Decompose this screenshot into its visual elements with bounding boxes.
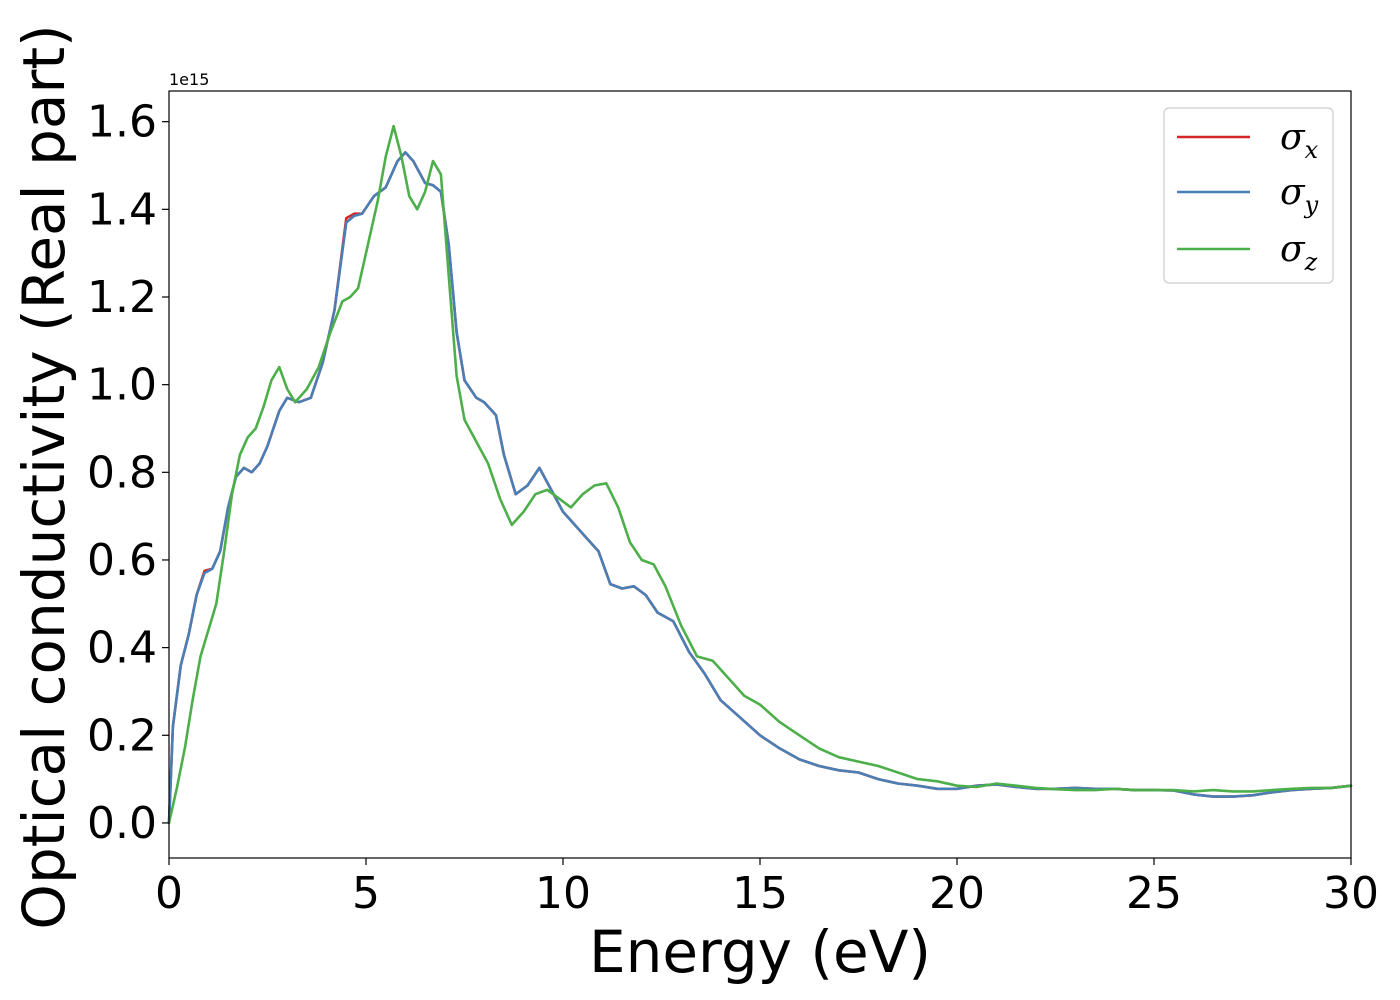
legend-entries: σx σy σz	[1177, 117, 1319, 276]
y-tick-label: 0.0	[87, 798, 157, 849]
x-axis: 0 5 10 15 20 25 30	[155, 858, 1379, 919]
y-offset-label: 1e15	[169, 70, 209, 89]
legend-label-y: σy	[1280, 172, 1319, 219]
series-layer	[167, 124, 1353, 825]
x-tick-label: 0	[155, 868, 183, 919]
y-tick-label: 1.2	[87, 272, 157, 323]
y-tick-label: 1.4	[87, 184, 157, 235]
x-tick-label: 15	[732, 868, 788, 919]
x-tick-label: 30	[1323, 868, 1379, 919]
series-line-z	[167, 124, 1353, 825]
y-tick-label: 0.6	[87, 535, 157, 586]
x-tick-label: 20	[929, 868, 985, 919]
x-tick-label: 5	[352, 868, 380, 919]
legend-label-x: σx	[1280, 117, 1319, 164]
x-tick-label: 25	[1126, 868, 1182, 919]
series-line-y	[167, 151, 1353, 825]
legend: σx σy σz	[1163, 107, 1334, 284]
x-tick-label: 10	[535, 868, 591, 919]
y-axis: 0.0 0.2 0.4 0.6 0.8 1.0 1.2 1.4 1.6	[87, 97, 169, 849]
legend-label-z: σz	[1280, 229, 1318, 276]
y-tick-label: 0.8	[87, 447, 157, 498]
y-axis-label: Optical conductivity (Real part)	[10, 24, 78, 929]
legend-box	[1163, 107, 1334, 284]
x-axis-label: Energy (eV)	[589, 918, 931, 986]
y-tick-label: 0.4	[87, 623, 157, 674]
y-tick-label: 0.2	[87, 710, 157, 761]
plot-background	[169, 91, 1351, 858]
y-tick-label: 1.0	[87, 360, 157, 411]
y-tick-label: 1.6	[87, 97, 157, 148]
